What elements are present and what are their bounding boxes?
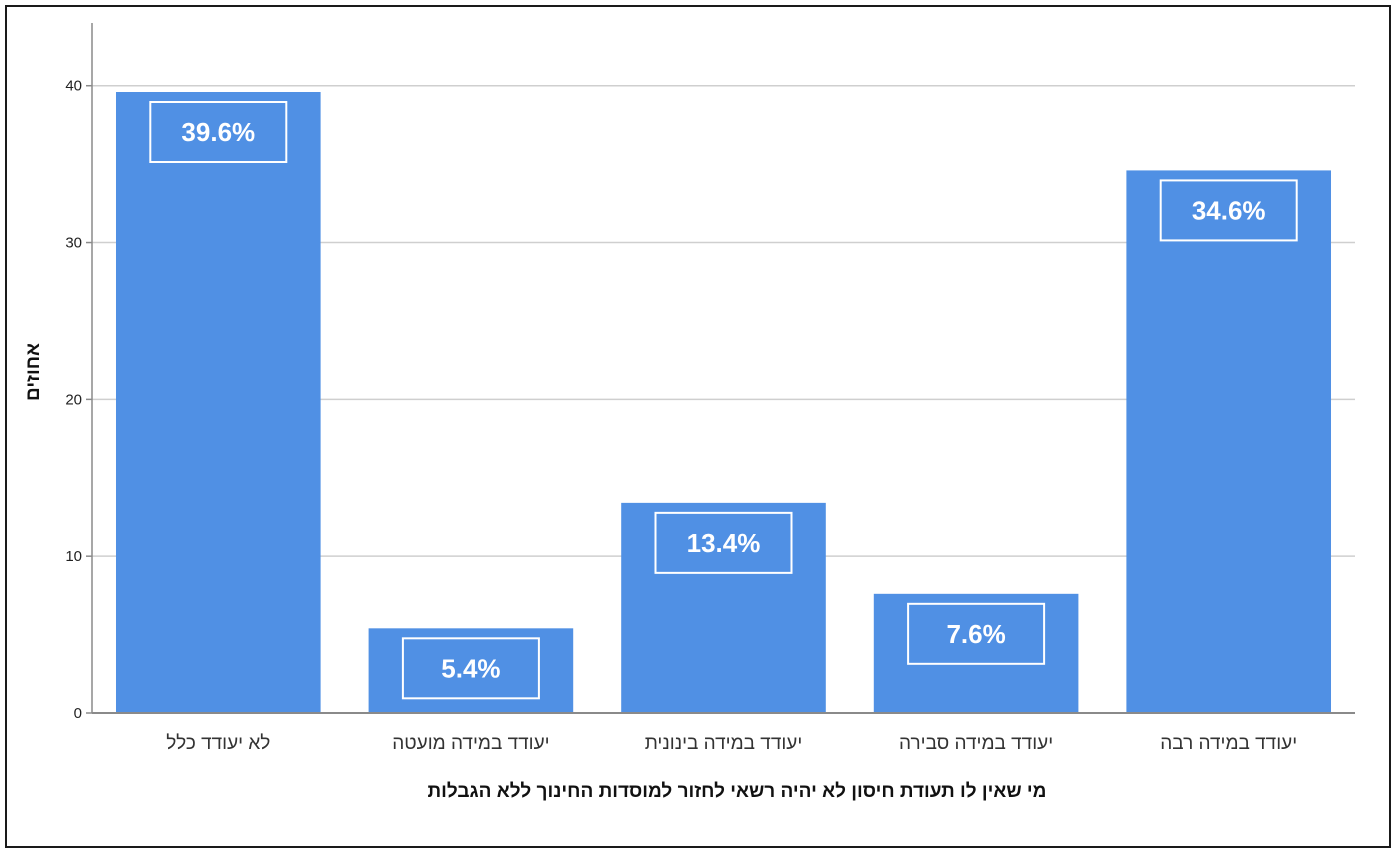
y-tick-label: 40: [65, 78, 82, 95]
x-tick-label: יעודד במידה מועטה: [392, 733, 549, 754]
x-tick-label: לא יעודד כלל: [166, 733, 270, 754]
x-tick-label: יעודד במידה סבירה: [899, 733, 1053, 754]
bar: [873, 593, 1079, 713]
data-label-box: [401, 637, 540, 700]
data-label-box: [1159, 179, 1298, 242]
data-label-box: [907, 602, 1046, 665]
data-label-box: [654, 511, 793, 574]
y-axis-title: אחוזים: [23, 343, 44, 401]
x-axis-title: מי שאין לו תעודת חיסון לא יהיה רשאי לחזו…: [428, 781, 1047, 802]
data-label-box: [149, 101, 288, 163]
data-labels: 39.6% 5.4% 13.4% 7.6% 34.6%: [149, 101, 1298, 700]
data-label: 7.6%: [946, 619, 1005, 649]
axes: 0 10 20 30 40 לא יעודד כלל יעודד במידה מועטה יע…: [65, 23, 1355, 754]
data-label: 34.6%: [1192, 195, 1266, 225]
y-tick-label: 20: [65, 391, 82, 408]
y-tick-label: 10: [65, 548, 82, 565]
data-label: 13.4%: [687, 528, 761, 558]
x-tick-label: יעודד במידה בינונית: [645, 733, 803, 754]
data-label: 5.4%: [441, 653, 500, 683]
bar-chart: 39.6% 5.4% 13.4% 7.6% 34.6% 0 10 20 30 40 לא יעוד…: [23, 23, 1355, 802]
y-tick-label: 0: [74, 705, 82, 722]
y-tick-label: 30: [65, 235, 82, 252]
bars: [115, 92, 1332, 714]
chart-frame: 39.6% 5.4% 13.4% 7.6% 34.6% 0 10 20 30 40 לא יעוד…: [5, 5, 1391, 848]
bar: [115, 92, 321, 713]
x-tick-label: יעודד במידה רבה: [1160, 733, 1297, 754]
data-label: 39.6%: [181, 117, 255, 147]
bar: [1126, 170, 1332, 714]
